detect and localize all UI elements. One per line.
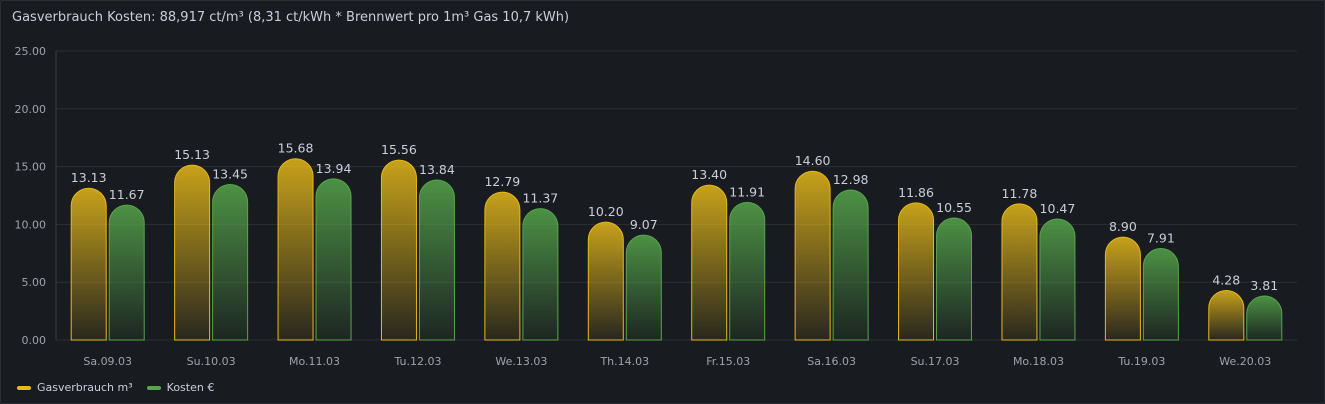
bar-gasverbrauch-m-mo-18-03[interactable] <box>1001 203 1038 341</box>
bar-gasverbrauch-m-th-14-03[interactable] <box>587 221 624 341</box>
bars <box>70 158 1283 341</box>
y-tick-label: 5.00 <box>22 276 47 289</box>
x-tick-label: We.20.03 <box>1219 355 1271 368</box>
bar-gasverbrauch-m-su-17-03[interactable] <box>898 202 935 341</box>
x-tick-label: Tu.12.03 <box>393 355 441 368</box>
bar-kosten-sa-09-03[interactable] <box>108 204 145 341</box>
bar-kosten-th-14-03[interactable] <box>625 234 662 341</box>
bar-kosten-tu-12-03[interactable] <box>418 179 455 341</box>
value-label-kosten: 11.37 <box>522 191 558 206</box>
value-label-kosten: 13.94 <box>316 161 352 176</box>
legend-item-kosten[interactable]: Kosten € <box>146 381 215 394</box>
value-label-gasverbrauch-m: 4.28 <box>1212 273 1240 288</box>
grid <box>55 50 1297 341</box>
value-label-gasverbrauch-m: 15.68 <box>278 141 314 156</box>
value-label-kosten: 13.45 <box>212 167 248 182</box>
legend-swatch-kosten <box>146 385 161 390</box>
x-tick-label: Sa.09.03 <box>83 355 132 368</box>
x-tick-label: We.13.03 <box>495 355 547 368</box>
value-label-gasverbrauch-m: 15.13 <box>174 147 210 162</box>
bar-gasverbrauch-m-tu-12-03[interactable] <box>380 159 417 341</box>
y-tick-label: 20.00 <box>15 103 47 116</box>
y-tick-label: 10.00 <box>15 218 47 231</box>
value-label-gasverbrauch-m: 11.78 <box>1002 186 1038 201</box>
value-label-gasverbrauch-m: 13.13 <box>71 170 107 185</box>
bar-gasverbrauch-m-sa-16-03[interactable] <box>794 170 831 341</box>
legend-label-kosten: Kosten € <box>166 381 215 394</box>
x-tick-label: Fr.15.03 <box>706 355 750 368</box>
bar-gasverbrauch-m-tu-19-03[interactable] <box>1104 236 1141 341</box>
x-tick-label: Tu.19.03 <box>1117 355 1165 368</box>
bar-kosten-we-20-03[interactable] <box>1246 295 1283 341</box>
value-label-kosten: 13.84 <box>419 162 455 177</box>
value-label-gasverbrauch-m: 15.56 <box>381 142 417 157</box>
bar-kosten-fr-15-03[interactable] <box>729 201 766 341</box>
value-label-kosten: 11.91 <box>729 184 765 199</box>
x-tick-label: Th.14.03 <box>599 355 649 368</box>
value-label-kosten: 9.07 <box>630 217 658 232</box>
value-label-gasverbrauch-m: 11.86 <box>898 185 934 200</box>
bar-gasverbrauch-m-we-20-03[interactable] <box>1208 290 1245 341</box>
value-label-gasverbrauch-m: 10.20 <box>588 204 624 219</box>
legend-label-gasverbrauch: Gasverbrauch m³ <box>37 381 133 394</box>
y-tick-label: 0.00 <box>22 334 47 347</box>
value-label-kosten: 10.55 <box>936 200 972 215</box>
legend-swatch-gasverbrauch <box>17 385 31 390</box>
x-tick-label: Mo.11.03 <box>289 355 340 368</box>
bar-gasverbrauch-m-we-13-03[interactable] <box>484 191 521 341</box>
legend: Gasverbrauch m³ Kosten € <box>17 381 214 394</box>
bar-gasverbrauch-m-sa-09-03[interactable] <box>70 187 107 341</box>
value-label-gasverbrauch-m: 13.40 <box>691 167 727 182</box>
value-label-kosten: 11.67 <box>109 187 145 202</box>
y-tick-label: 15.00 <box>15 161 47 174</box>
bar-gasverbrauch-m-mo-11-03[interactable] <box>277 158 314 341</box>
y-axis: 0.00 5.00 10.00 15.00 20.00 25.00 <box>15 45 47 347</box>
bar-gasverbrauch-m-fr-15-03[interactable] <box>691 184 728 341</box>
bar-kosten-tu-19-03[interactable] <box>1142 248 1179 341</box>
value-label-gasverbrauch-m: 14.60 <box>795 153 831 168</box>
value-label-kosten: 3.81 <box>1250 278 1278 293</box>
value-label-gasverbrauch-m: 8.90 <box>1109 219 1137 234</box>
x-axis: Sa.09.03 Su.10.03 Mo.11.03 Tu.12.03 We.13.03… <box>83 355 1271 368</box>
bar-kosten-sa-16-03[interactable] <box>832 189 869 341</box>
bar-kosten-mo-11-03[interactable] <box>315 178 352 341</box>
bar-kosten-su-17-03[interactable] <box>936 217 973 341</box>
panel-title: Gasverbrauch Kosten: 88,917 ct/m³ (8,31 … <box>12 10 570 25</box>
x-tick-label: Sa.16.03 <box>807 355 856 368</box>
y-tick-label: 25.00 <box>15 45 47 58</box>
bar-gasverbrauch-m-su-10-03[interactable] <box>174 164 211 341</box>
x-tick-label: Su.10.03 <box>187 355 236 368</box>
x-tick-label: Mo.18.03 <box>1013 355 1064 368</box>
value-label-gasverbrauch-m: 12.79 <box>484 174 520 189</box>
x-tick-label: Su.17.03 <box>911 355 960 368</box>
bar-kosten-mo-18-03[interactable] <box>1039 218 1076 341</box>
value-label-kosten: 12.98 <box>833 172 869 187</box>
value-label-kosten: 7.91 <box>1147 231 1175 246</box>
bar-kosten-we-13-03[interactable] <box>522 208 559 341</box>
bar-kosten-su-10-03[interactable] <box>212 184 249 341</box>
value-label-kosten: 10.47 <box>1040 201 1076 216</box>
legend-item-gasverbrauch[interactable]: Gasverbrauch m³ <box>17 381 133 394</box>
